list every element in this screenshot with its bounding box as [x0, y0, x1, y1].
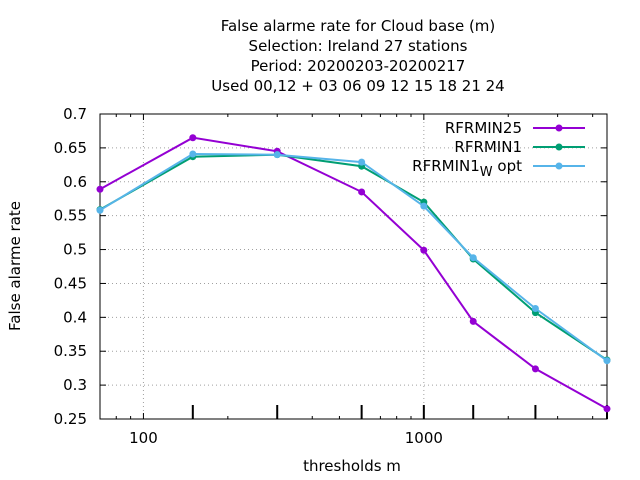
legend-label-text: RFRMIN1 [412, 157, 480, 175]
series-2 [96, 150, 611, 365]
series-line [99, 136, 608, 410]
legend-label-subscript: W [480, 165, 493, 180]
y-tick-label: 0.55 [54, 207, 87, 225]
grid [100, 114, 607, 419]
legend-swatch-marker [555, 124, 563, 132]
data-point [420, 202, 428, 210]
data-point [189, 134, 197, 142]
chart-title-line: False alarme rate for Cloud base (m) [221, 17, 496, 35]
legend-swatch-marker [555, 162, 563, 170]
data-point [531, 365, 539, 373]
y-tick-label: 0.45 [54, 274, 87, 292]
axes: 0.25 0.3 0.35 0.4 0.45 0.5 0.55 0.6 0.65 0.7 100 10… [54, 105, 608, 447]
series-0 [96, 134, 611, 413]
chart-title-line: Period: 20200203-20200217 [251, 57, 466, 75]
y-tick-label: 0.7 [63, 105, 87, 123]
legend-label: RFRMIN25 [445, 119, 522, 137]
legend-label-text: RFRMIN25 [445, 119, 522, 137]
data-point [358, 188, 366, 196]
data-point [358, 158, 366, 166]
x-tick-label: 1000 [405, 429, 443, 447]
legend-label-suffix: opt [493, 157, 522, 175]
data-point [469, 317, 477, 325]
y-axis-label: False alarme rate [6, 201, 24, 331]
data-point [603, 357, 611, 365]
data-point [96, 206, 104, 214]
data-point [189, 150, 197, 158]
series-1 [96, 151, 611, 364]
plot-frame [99, 113, 608, 420]
data-point [273, 151, 281, 159]
y-tick-label: 0.3 [63, 376, 87, 394]
series-line [99, 153, 608, 361]
chart-title-line: Selection: Ireland 27 stations [249, 37, 468, 55]
legend-label: RFRMIN1W opt [412, 157, 522, 180]
data-point [469, 254, 477, 262]
data-point [531, 305, 539, 313]
data-point [96, 185, 104, 193]
legend-label-text: RFRMIN1 [454, 138, 522, 156]
data-point [603, 405, 611, 413]
x-axis-label: thresholds m [303, 457, 401, 475]
y-tick-label: 0.6 [63, 173, 87, 191]
y-tick-label: 0.65 [54, 139, 87, 157]
y-tick-label: 0.5 [63, 241, 87, 259]
legend-swatch-marker [555, 143, 563, 151]
y-tick-label: 0.35 [54, 342, 87, 360]
series-line [99, 152, 608, 362]
legend-label: RFRMIN1 [454, 138, 522, 156]
chart-title: False alarme rate for Cloud base (m) Sele… [211, 17, 504, 95]
y-tick-label: 0.4 [63, 308, 87, 326]
series [96, 134, 611, 413]
y-tick-label: 0.25 [54, 410, 87, 428]
data-point [420, 246, 428, 254]
chart-title-line: Used 00,12 + 03 06 09 12 15 18 21 24 [211, 77, 504, 95]
x-tick-label: 100 [129, 429, 158, 447]
